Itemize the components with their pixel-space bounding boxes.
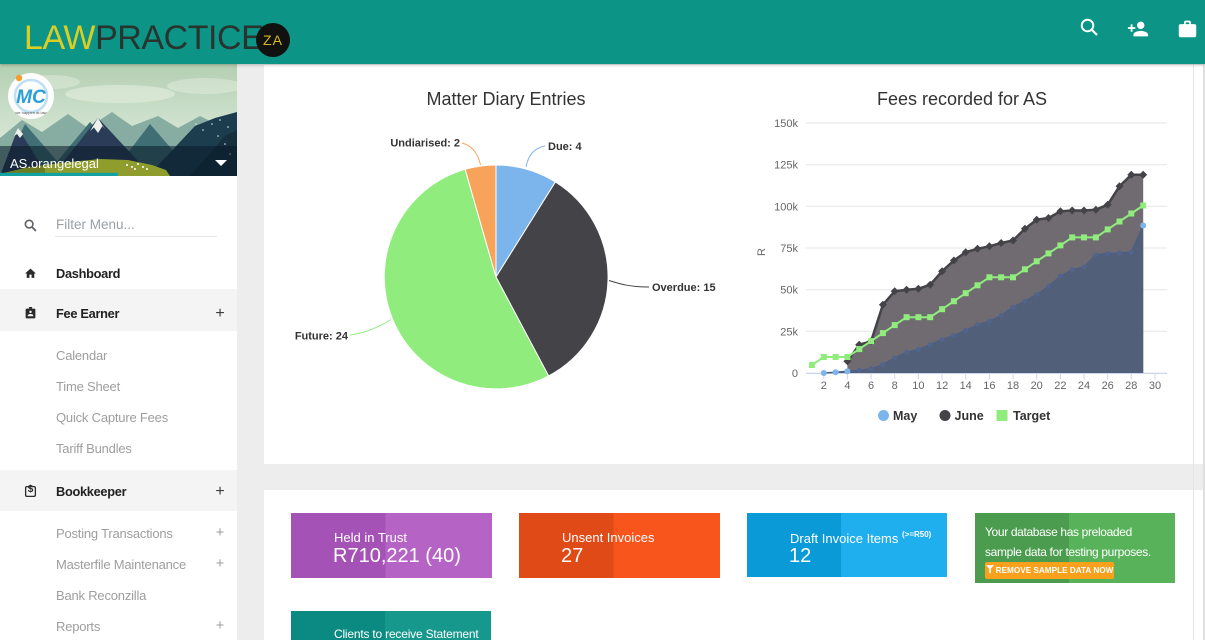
svg-text:25k: 25k [780, 326, 798, 338]
svg-text:4: 4 [844, 380, 850, 392]
svg-text:26: 26 [1102, 380, 1114, 392]
svg-text:Matter Diary Entries: Matter Diary Entries [426, 89, 585, 109]
svg-text:125k: 125k [774, 160, 798, 172]
svg-text:Overdue: 15: Overdue: 15 [652, 282, 716, 294]
svg-text:30: 30 [1149, 380, 1161, 392]
svg-text:Target: Target [1013, 409, 1051, 423]
svg-text:10: 10 [912, 380, 924, 392]
svg-text:2: 2 [821, 380, 827, 392]
svg-text:we happen at law: we happen at law [15, 110, 46, 115]
svg-text:June: June [955, 409, 984, 423]
svg-text:16: 16 [983, 380, 995, 392]
svg-text:14: 14 [960, 380, 972, 392]
svg-text:8: 8 [892, 380, 898, 392]
svg-text:Undiarised: 2: Undiarised: 2 [390, 138, 460, 150]
svg-text:Fees recorded for AS: Fees recorded for AS [877, 89, 1047, 109]
svg-text:150k: 150k [774, 118, 798, 130]
svg-text:6: 6 [868, 380, 874, 392]
svg-text:100k: 100k [774, 201, 798, 213]
svg-text:18: 18 [1007, 380, 1019, 392]
svg-text:20: 20 [1031, 380, 1043, 392]
svg-text:Future: 24: Future: 24 [295, 331, 349, 343]
svg-text:Due: 4: Due: 4 [548, 141, 583, 153]
svg-text:0: 0 [792, 368, 798, 380]
svg-text:28: 28 [1125, 380, 1137, 392]
svg-text:MC: MC [16, 87, 46, 108]
svg-text:May: May [893, 409, 917, 423]
svg-text:24: 24 [1078, 380, 1090, 392]
svg-text:50k: 50k [780, 285, 798, 297]
svg-text:22: 22 [1054, 380, 1066, 392]
svg-text:12: 12 [936, 380, 948, 392]
svg-text:R: R [756, 248, 768, 256]
svg-text:75k: 75k [780, 243, 798, 255]
